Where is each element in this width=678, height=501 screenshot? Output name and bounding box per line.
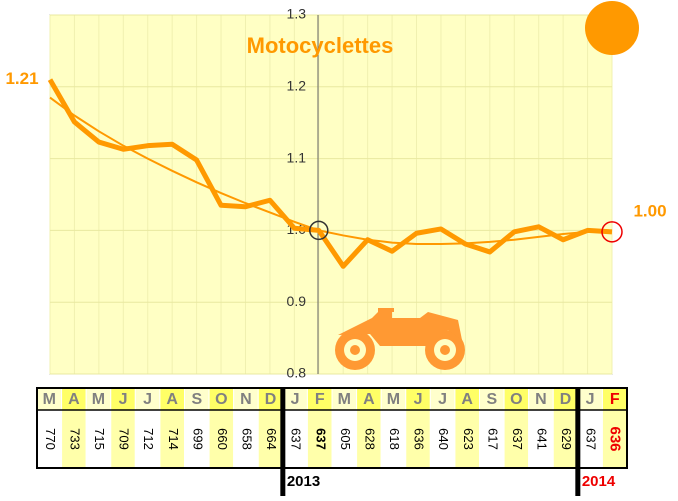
marker [309,220,329,241]
month-label: A [461,391,473,408]
month-label: J [143,391,152,408]
count-label: 605 [338,428,353,450]
count-cell [159,409,186,469]
count-label: 733 [67,428,82,450]
month-label: D [265,391,277,408]
count-cell [577,409,603,469]
month-label: F [610,391,620,408]
count-label: 699 [190,428,205,450]
count-label: 618 [387,428,402,450]
count-label: 637 [510,428,525,450]
count-label: 641 [535,428,550,450]
y-tick-label: 0.8 [287,365,307,381]
count-cell [356,409,382,469]
count-cell [36,409,63,469]
count-label: 770 [43,428,58,450]
y-tick-label: 0.9 [287,293,307,309]
month-label: J [119,391,128,408]
count-cell [257,409,284,469]
plot-area [49,14,613,375]
value-label: 1.21 [5,69,38,88]
count-label: 712 [141,428,156,450]
month-label: M [387,391,400,408]
count-label: 637 [289,428,304,450]
count-label: 664 [264,428,279,450]
month-label: S [191,391,202,408]
table-border [36,387,628,469]
month-label: N [535,391,547,408]
month-label: F [315,391,325,408]
count-label: 637 [584,428,599,450]
count-label: 714 [166,428,181,450]
month-label: S [486,391,497,408]
month-label: J [414,391,423,408]
chart-title: Motocyclettes [247,33,394,58]
count-label: 715 [92,428,107,450]
count-label: 617 [485,428,500,450]
count-label: 637 [313,428,328,450]
month-label: N [240,391,252,408]
count-cell [479,409,505,469]
month-label: M [92,391,105,408]
data-line [47,78,613,269]
count-cell [601,409,628,469]
sun-icon [585,1,639,55]
count-label: 660 [215,428,230,450]
count-label: 628 [362,428,377,450]
count-label: 629 [559,428,574,450]
count-cell [380,409,407,469]
count-label: 636 [607,426,624,451]
y-tick-label: 1.3 [287,6,307,22]
month-label: J [291,391,300,408]
value-label: 1.00 [633,201,666,220]
month-label: M [338,391,351,408]
count-label: 709 [117,428,132,450]
count-label: 640 [436,428,451,450]
count-label: 623 [461,428,476,450]
y-tick-label: 1.2 [287,78,307,94]
month-label: A [166,391,178,408]
count-cell [552,409,579,469]
month-label: O [510,391,522,408]
month-label: D [560,391,572,408]
y-tick-label: 1.1 [287,149,307,165]
count-cell [405,409,431,469]
motorcycle-icon [335,308,465,370]
count-cell [134,409,161,469]
trend-line [49,96,613,246]
month-label: A [363,391,375,408]
year-label: 2014 [582,473,616,490]
month-label: J [586,391,595,408]
marker [601,221,623,243]
count-cell [503,409,530,469]
month-label: J [438,391,447,408]
month-label: O [215,391,227,408]
month-label: M [43,391,56,408]
month-label: A [68,391,80,408]
count-label: 658 [240,428,255,450]
year-label: 2013 [287,473,320,490]
count-cell [429,409,456,469]
count-label: 636 [412,428,427,450]
